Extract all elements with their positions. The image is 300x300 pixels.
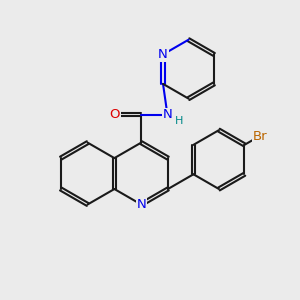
Text: H: H [174,116,183,126]
Text: Br: Br [252,130,267,142]
Text: N: N [136,198,146,211]
Text: N: N [163,108,172,121]
Text: O: O [110,108,120,121]
Text: N: N [158,48,168,61]
